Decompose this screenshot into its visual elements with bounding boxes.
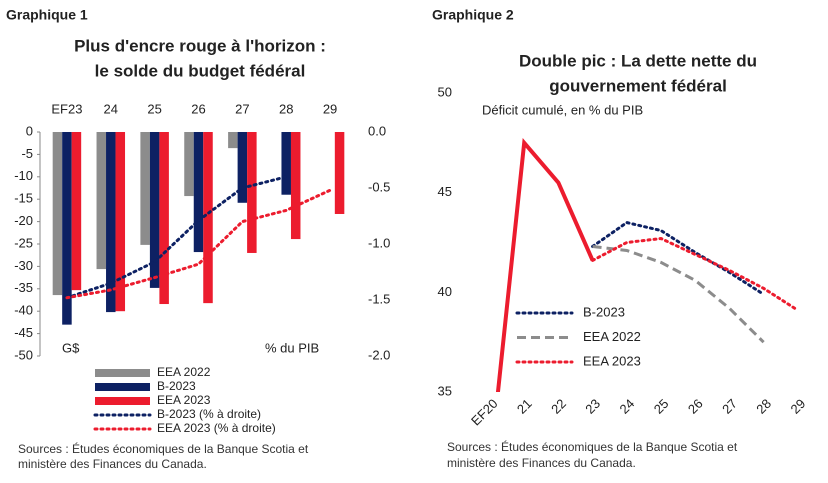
x-tick-label: 28	[753, 396, 774, 417]
line-series	[495, 138, 595, 392]
bar	[71, 132, 82, 291]
x-tick-label: 27	[719, 396, 740, 417]
legend-label: EEA 2023	[157, 393, 211, 407]
y2-tick-label: -0.5	[368, 179, 390, 194]
bar	[290, 132, 301, 240]
bar	[193, 132, 204, 253]
legend-swatch	[95, 397, 150, 405]
source: ministère des Finances du Canada.	[447, 456, 636, 470]
x-tick-label: EF23	[51, 101, 82, 116]
line-series	[592, 244, 765, 344]
legend-label: B-2023	[583, 304, 625, 319]
bar	[62, 132, 72, 325]
x-tick-label: 25	[651, 396, 672, 417]
bar	[334, 132, 345, 214]
line-series	[65, 188, 332, 300]
y-tick-label: -40	[14, 303, 33, 318]
bar	[149, 132, 160, 288]
bar	[237, 132, 248, 203]
x-tick-label: 27	[235, 101, 249, 116]
x-tick-label: 29	[323, 101, 337, 116]
source: Sources : Études économiques de la Banqu…	[18, 441, 309, 456]
bar	[115, 132, 126, 312]
y-tick-label: 40	[438, 284, 452, 299]
y-tick-label: 45	[438, 184, 452, 199]
x-tick-label: 24	[104, 101, 118, 116]
y-tick-label: -15	[14, 191, 33, 206]
y-tick-label: -45	[14, 325, 33, 340]
bar	[228, 132, 238, 149]
y2-tick-label: -1.0	[368, 235, 390, 250]
bar	[159, 132, 169, 305]
chart-label: Graphique 2	[432, 7, 514, 23]
bar	[140, 132, 150, 245]
y2-tick-label: -2.0	[368, 347, 390, 362]
annotation: G$	[62, 340, 80, 355]
bar	[96, 132, 107, 270]
chart-subtitle: Déficit cumulé, en % du PIB	[482, 102, 643, 117]
bar	[106, 132, 116, 313]
legend-swatch	[95, 369, 150, 377]
line-series	[591, 220, 766, 296]
x-tick-label: 22	[548, 396, 569, 417]
y-tick-label: -30	[14, 258, 33, 273]
y2-tick-label: 0.0	[368, 123, 386, 138]
bar	[52, 132, 63, 296]
bar	[203, 132, 213, 304]
chart-title: le solde du budget fédéral	[95, 61, 306, 80]
legend-label: EEA 2022	[157, 365, 211, 379]
annotation: % du PIB	[265, 340, 319, 355]
y-tick-label: -35	[14, 280, 33, 295]
y-tick-label: -20	[14, 213, 33, 228]
source: ministère des Finances du Canada.	[18, 457, 207, 471]
line-series	[65, 175, 288, 300]
x-tick-label: 28	[279, 101, 293, 116]
chart-label: Graphique 1	[6, 7, 88, 23]
x-tick-label: 25	[147, 101, 161, 116]
x-tick-label: 26	[685, 396, 706, 417]
legend-label: EEA 2023 (% à droite)	[157, 421, 276, 435]
legend-label: EEA 2022	[583, 329, 641, 344]
x-tick-label: EF20	[468, 396, 501, 429]
y-tick-label: 35	[438, 383, 452, 398]
x-tick-label: 24	[617, 396, 638, 417]
line-series	[591, 236, 800, 312]
bar	[281, 132, 291, 195]
legend-swatch	[95, 383, 150, 391]
bar	[184, 132, 194, 197]
x-tick-label: 23	[582, 396, 603, 417]
chart-title: Plus d'encre rouge à l'horizon :	[74, 36, 326, 55]
x-tick-label: 21	[514, 396, 535, 417]
y-tick-label: 0	[26, 123, 33, 138]
y-tick-label: -5	[21, 146, 33, 161]
x-tick-label: 29	[788, 396, 809, 417]
y-tick-label: -50	[14, 347, 33, 362]
chart-title: Double pic : La dette nette du	[519, 51, 757, 70]
chart-title: gouvernement fédéral	[549, 76, 727, 95]
y-tick-label: -10	[14, 168, 33, 183]
bar	[247, 132, 257, 253]
legend-label: B-2023	[157, 379, 196, 393]
y-tick-label: 50	[438, 84, 452, 99]
legend-label: B-2023 (% à droite)	[157, 407, 261, 421]
source: Sources : Études économiques de la Banqu…	[447, 439, 738, 454]
x-tick-label: 26	[191, 101, 205, 116]
y-tick-label: -25	[14, 235, 33, 250]
legend-label: EEA 2023	[583, 353, 641, 368]
y2-tick-label: -1.5	[368, 291, 390, 306]
